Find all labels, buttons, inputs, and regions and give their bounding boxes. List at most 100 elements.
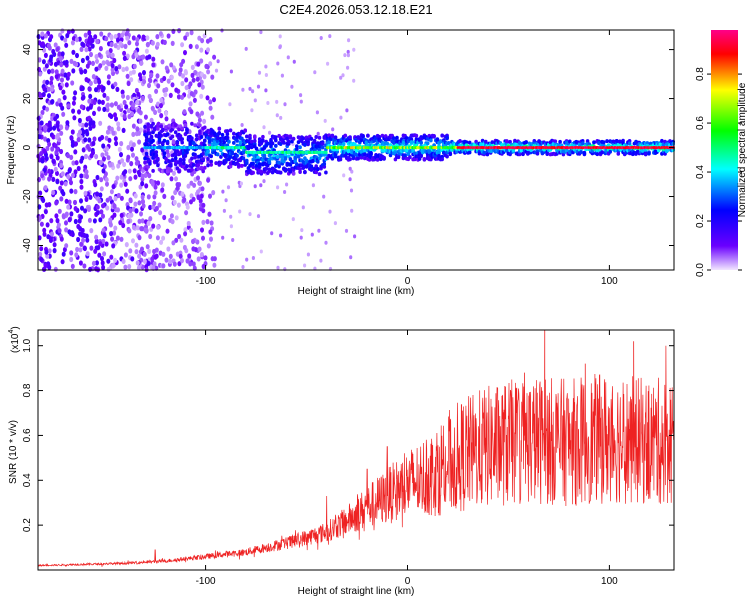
spectrogram-cell <box>173 130 178 135</box>
spectrogram-cell <box>446 141 451 145</box>
spectrogram-cell <box>328 34 332 39</box>
spectrogram-cell <box>267 160 272 165</box>
spectrogram-cell <box>228 102 232 107</box>
spectrogram-cell <box>582 151 587 156</box>
spectrogram-cell <box>98 63 103 69</box>
spectrogram-cell <box>38 71 43 77</box>
spectrogram-cell <box>85 55 90 61</box>
spectrogram-cell <box>139 226 144 232</box>
spectrogram-cell <box>173 156 178 161</box>
spectrogram-cell <box>177 152 181 157</box>
spectrogram-cell <box>53 61 58 67</box>
spectrogram-cell <box>39 120 44 126</box>
snr-multiplier-close: ) <box>10 326 21 329</box>
spectrogram-cell <box>262 125 266 130</box>
spectrogram-cell <box>75 52 79 59</box>
spectrogram-cell <box>52 242 57 248</box>
spectrogram-cell <box>79 46 84 53</box>
spectrogram-cell <box>97 99 102 105</box>
spectrogram-cell <box>440 157 445 162</box>
spectrogram-cell <box>179 237 184 243</box>
spectrogram-cell <box>64 220 68 226</box>
spectrogram-cell <box>295 162 299 167</box>
spectrogram-cell <box>140 95 145 101</box>
spectrogram-cell <box>229 214 233 219</box>
spectrogram-cell <box>151 62 156 68</box>
spectrogram-cell <box>147 93 152 100</box>
spectrogram-cell <box>39 151 44 157</box>
spectrogram-cell <box>91 120 96 126</box>
spectrogram-cell <box>245 257 249 262</box>
spectrogram-cell <box>579 150 583 155</box>
spectrogram-cell <box>50 86 54 92</box>
snr-x-label: Height of straight line (km) <box>298 586 415 597</box>
spectrogram-cell <box>55 46 60 52</box>
spectrogram-cell <box>73 149 78 155</box>
spectrogram-cell <box>206 69 211 75</box>
spectrogram-cell <box>148 204 153 211</box>
spectrogram-cell <box>105 181 109 187</box>
spectrogram-cell <box>74 252 79 258</box>
spectrogram-cell <box>102 92 107 98</box>
spectrogram-cell <box>183 227 188 233</box>
spectrogram-cell <box>109 231 114 237</box>
spectrogram-cell <box>164 116 169 122</box>
spectrogram-cell <box>42 86 47 92</box>
spectrogram-cell <box>152 194 157 200</box>
spectrogram-cell <box>299 93 303 98</box>
spectrogram-cell <box>191 246 196 252</box>
spectrogram-cell <box>161 251 166 257</box>
spectrogram-cell <box>256 214 261 219</box>
spectrogram-cell <box>46 43 51 49</box>
spectrogram-cell <box>153 190 158 196</box>
spectrogram-cell <box>193 155 197 160</box>
spectrogram-cell <box>169 74 174 80</box>
spectrogram-cell <box>173 123 178 127</box>
spectrogram-cell <box>298 145 302 150</box>
spectrogram-cell <box>276 265 280 270</box>
spectrogram-cell <box>177 261 182 267</box>
spectrogram-cell <box>190 72 195 78</box>
spectrogram-cell <box>600 150 604 155</box>
spectrogram-cell <box>408 155 412 160</box>
spectrogram-cell <box>84 128 89 135</box>
spectrogram-cell <box>270 141 275 146</box>
spectrogram-cell <box>274 143 278 148</box>
spectrogram-cell <box>362 152 367 157</box>
spectrogram-cell <box>79 178 84 185</box>
spectrogram-cell <box>277 160 281 165</box>
spectrogram-cell <box>137 139 142 145</box>
spectrogram-cell <box>324 170 328 175</box>
spectrogram-cell <box>178 67 183 73</box>
spectrogram-cell <box>211 190 216 196</box>
spectrogram-cell <box>229 69 233 74</box>
spectrogram-cell <box>152 248 157 255</box>
spectrogram-cell <box>93 34 98 40</box>
spectrogram-cell <box>70 40 75 46</box>
spectrogram-cell <box>249 139 254 144</box>
spectrogram-cell <box>184 210 189 216</box>
spectrogram-cell <box>79 198 83 204</box>
spectrogram-cell <box>292 59 296 64</box>
spectrogram-cell <box>191 196 196 202</box>
spectrogram-cell <box>126 80 131 87</box>
spectrogram-cell <box>124 104 129 110</box>
spectrogram-cell <box>137 108 141 114</box>
spectrogram-cell <box>123 252 128 258</box>
spectrogram-cell <box>145 42 150 48</box>
spectrogram-cell <box>42 231 47 237</box>
spectrogram-cell <box>160 182 165 188</box>
spectrogram-cell <box>159 103 163 109</box>
spectrogram-cell <box>77 117 82 124</box>
spectrogram-cell <box>159 97 164 103</box>
spectrogram-cell <box>131 238 135 244</box>
spectrogram-cell <box>194 133 199 138</box>
spectrogram-cell <box>409 140 414 145</box>
spectrogram-cell <box>40 31 45 37</box>
spectrogram-y-tick-label: 0 <box>22 144 33 150</box>
spectrogram-cell <box>137 130 141 136</box>
spectrogram-cell <box>324 150 328 154</box>
spectrogram-cell <box>401 141 406 145</box>
spectrogram-cell <box>212 256 217 262</box>
spectrogram-cell <box>301 205 305 210</box>
